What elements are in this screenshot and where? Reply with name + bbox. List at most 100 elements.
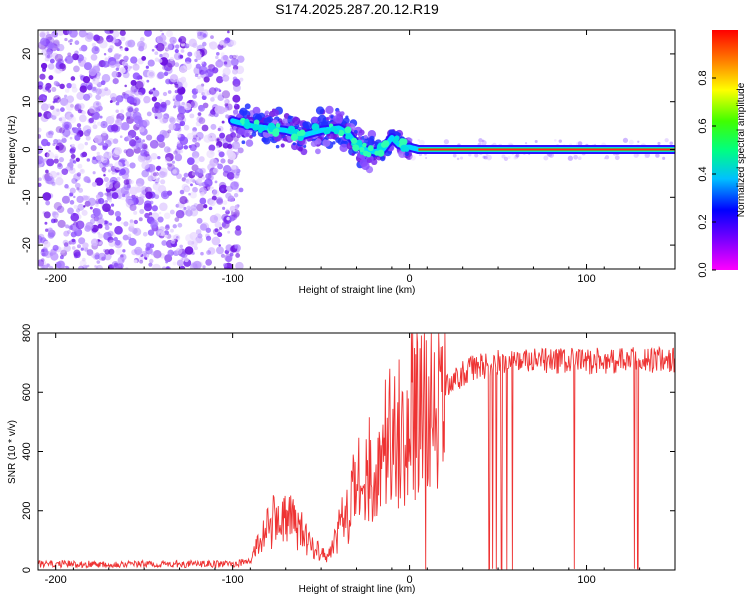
spectrogram-noise-blob bbox=[104, 192, 108, 196]
spectrogram-noise-blob bbox=[162, 206, 167, 211]
spectrogram-noise-blob bbox=[198, 104, 206, 112]
spectrogram-noise-blob bbox=[183, 172, 189, 178]
spectrogram-noise-blob bbox=[69, 38, 73, 43]
spectrogram-noise-blob bbox=[142, 139, 146, 143]
spectrogram-noise-blob bbox=[154, 116, 158, 119]
spectrogram-noise-blob bbox=[78, 187, 84, 193]
spectrogram-noise-blob bbox=[46, 263, 50, 267]
spectrogram-noise-blob bbox=[69, 42, 73, 46]
spectrogram-noise-blob bbox=[217, 232, 223, 238]
spectrogram-noise-blob bbox=[119, 135, 123, 139]
spectrogram-transition-blob bbox=[241, 140, 246, 145]
spectrogram-noise-blob bbox=[212, 228, 220, 236]
spectrogram-noise-blob bbox=[195, 236, 203, 244]
spectrogram-noise-blob bbox=[77, 163, 83, 169]
spectrogram-noise-blob bbox=[109, 222, 113, 226]
spectrogram-transition-blob bbox=[345, 115, 349, 119]
spectrogram-noise-blob bbox=[201, 124, 209, 132]
spectrogram-noise-blob bbox=[227, 230, 231, 234]
spectrogram-noise-blob bbox=[214, 180, 218, 184]
spectrogram-x-tick-label: 100 bbox=[577, 273, 595, 285]
spectrogram-transition-blob bbox=[398, 150, 407, 159]
spectrogram-noise-blob bbox=[69, 136, 73, 140]
spectrogram-noise-blob bbox=[213, 137, 216, 141]
spectrogram-noise-blob bbox=[86, 249, 94, 256]
spectrogram-noise-blob bbox=[119, 67, 126, 74]
spectrogram-noise-blob bbox=[167, 43, 174, 51]
spectrogram-noise-blob bbox=[64, 184, 69, 189]
spectrogram-noise-blob bbox=[172, 261, 177, 266]
spectrogram-noise-blob bbox=[53, 80, 59, 86]
spectrogram-noise-blob bbox=[40, 103, 49, 111]
spectrogram-noise-blob bbox=[90, 144, 97, 151]
spectrogram-noise-blob bbox=[43, 240, 51, 248]
spectrogram-noise-blob bbox=[181, 253, 185, 258]
spectrogram-noise-blob bbox=[63, 242, 69, 247]
spectrogram-noise-blob bbox=[86, 128, 92, 134]
spectrogram-noise-blob bbox=[195, 121, 202, 127]
spectrogram-faint-blob bbox=[558, 139, 563, 143]
spectrogram-transition-blob bbox=[251, 131, 257, 137]
spectrogram-noise-blob bbox=[71, 238, 76, 243]
spectrogram-noise-blob bbox=[161, 171, 168, 178]
spectrogram-noise-blob bbox=[90, 238, 99, 247]
spectrogram-noise-blob bbox=[149, 88, 154, 93]
spectrogram-noise-blob bbox=[104, 87, 109, 92]
colorbar-label: Normalized spectral amplitude bbox=[736, 82, 747, 217]
spectrogram-noise-blob bbox=[184, 246, 194, 255]
spectrogram-noise-blob bbox=[169, 209, 175, 215]
snr-content bbox=[38, 333, 675, 570]
spectrogram-noise-blob bbox=[44, 152, 50, 158]
spectrogram-noise-blob bbox=[91, 46, 100, 55]
spectrogram-noise-blob bbox=[173, 105, 177, 109]
spectrogram-noise-blob bbox=[165, 78, 171, 85]
spectrogram-noise-blob bbox=[178, 36, 187, 44]
spectrogram-noise-blob bbox=[45, 169, 49, 174]
spectrogram-noise-blob bbox=[225, 255, 233, 263]
spectrogram-noise-blob bbox=[194, 58, 198, 63]
spectrogram-noise-blob bbox=[149, 139, 159, 149]
spectrogram-noise-blob bbox=[41, 159, 45, 162]
spectrogram-noise-blob bbox=[208, 206, 213, 211]
spectrogram-noise-blob bbox=[181, 101, 186, 106]
spectrogram-noise-blob bbox=[114, 53, 120, 60]
spectrogram-noise-blob bbox=[205, 259, 213, 266]
spectrogram-noise-blob bbox=[234, 245, 239, 249]
spectrogram-noise-blob bbox=[99, 115, 103, 119]
spectrogram-noise-blob bbox=[165, 67, 169, 71]
spectrogram-faint-blob bbox=[486, 154, 492, 161]
spectrogram-noise-blob bbox=[222, 164, 232, 174]
spectrogram-noise-blob bbox=[91, 42, 97, 48]
spectrogram-noise-blob bbox=[72, 127, 79, 134]
spectrogram-noise-blob bbox=[209, 199, 216, 207]
spectrogram-noise-blob bbox=[111, 260, 120, 269]
spectrogram-noise-blob bbox=[47, 42, 55, 50]
spectrogram-noise-blob bbox=[115, 248, 123, 255]
spectrogram-faint-blob bbox=[577, 141, 583, 146]
spectrogram-noise-blob bbox=[134, 249, 143, 257]
spectrogram-noise-blob bbox=[229, 215, 235, 222]
spectrogram-noise-blob bbox=[46, 151, 55, 160]
spectrogram-noise-blob bbox=[51, 52, 59, 59]
spectrogram-noise-blob bbox=[52, 244, 59, 251]
spectrogram-transition-blob bbox=[280, 143, 285, 148]
spectrogram-noise-blob bbox=[108, 199, 112, 203]
spectrogram-noise-blob bbox=[64, 55, 74, 64]
spectrogram-noise-blob bbox=[148, 262, 153, 267]
spectrogram-noise-blob bbox=[83, 62, 93, 71]
spectrogram-noise-blob bbox=[129, 219, 134, 224]
spectrogram-faint-blob bbox=[483, 155, 488, 160]
spectrogram-noise-blob bbox=[163, 113, 170, 120]
spectrogram-noise-blob bbox=[196, 136, 199, 140]
spectrogram-noise-blob bbox=[38, 259, 45, 267]
spectrogram-noise-blob bbox=[107, 169, 111, 173]
spectrogram-noise-blob bbox=[82, 75, 91, 84]
spectrogram-noise-blob bbox=[184, 186, 189, 191]
spectrogram-noise-blob bbox=[44, 140, 48, 144]
spectrogram-noise-blob bbox=[45, 86, 50, 91]
spectrogram-noise-blob bbox=[99, 40, 108, 49]
spectrogram-transition-blob bbox=[315, 106, 325, 115]
spectrogram-noise-blob bbox=[179, 136, 189, 145]
spectrogram-noise-blob bbox=[123, 221, 129, 227]
spectrogram-noise-blob bbox=[211, 195, 217, 201]
